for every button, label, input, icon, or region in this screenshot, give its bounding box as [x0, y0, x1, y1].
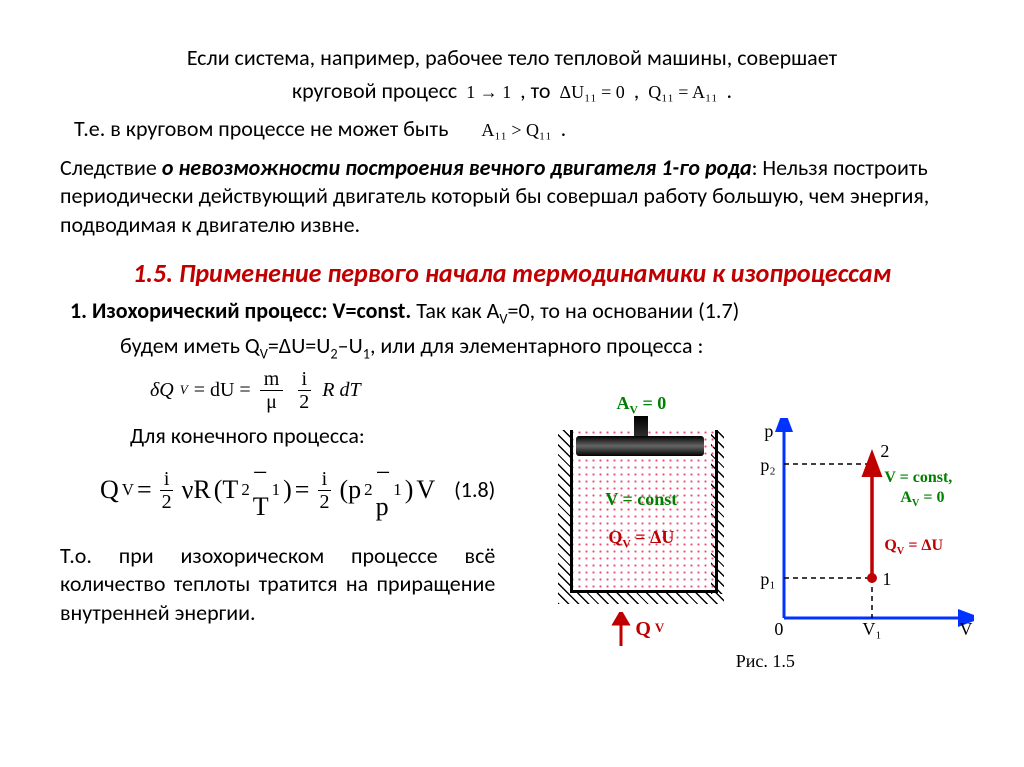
- lbl-v1: V₁: [862, 618, 881, 641]
- eq-R: R dT: [322, 377, 360, 403]
- para-1-line2: круговой процесс 1 → 1 , то ΔU₁₁ = 0 , Q…: [60, 77, 964, 106]
- section-title: 1.5. Применение первого начала термодина…: [60, 258, 964, 289]
- iso-l2b: =ΔU=U: [268, 332, 331, 359]
- para1-text-c: , то: [520, 77, 550, 104]
- label-vconst: V = const: [556, 488, 726, 511]
- para1-dot: .: [727, 77, 733, 104]
- iso-b: Так как A: [411, 297, 499, 324]
- iso-sub: V: [499, 309, 507, 327]
- lbl-p2: p₂: [760, 454, 775, 477]
- para3-a: Следствие: [60, 154, 162, 181]
- eq-number-18: (1.8): [454, 476, 495, 505]
- iso-a: 1. Изохорический процесс: V=const.: [70, 297, 411, 324]
- eq-delta: δQ: [150, 377, 174, 403]
- qv-arrow: QV: [611, 612, 664, 646]
- lbl-pt1: 1: [882, 568, 891, 591]
- para3-b: о невозможности построения вечного двига…: [162, 154, 752, 181]
- label-qv-du: QV = ΔU: [556, 526, 726, 552]
- para-3: Следствие о невозможности построения веч…: [60, 154, 964, 240]
- para2-dot: .: [561, 115, 567, 142]
- iso-c: =0, то на основании (1.7): [508, 297, 740, 324]
- axis-v: V: [959, 618, 972, 641]
- lbl-pt2: 2: [880, 440, 889, 463]
- axis-p: p: [764, 420, 773, 443]
- iso-l2a: будем иметь Q: [120, 332, 260, 359]
- pv-chart: p V 0 p₂ p₁ V₁ 2 1 V = const, AV = 0 QV …: [754, 418, 974, 648]
- lbl-qv-chart: QV = ΔU: [884, 536, 943, 559]
- para1-text-a: Если система, например, рабочее тело теп…: [187, 44, 837, 71]
- fig-caption: Рис. 1.5: [736, 650, 795, 673]
- origin: 0: [774, 618, 783, 641]
- equation-1-8: QV = i2 νR (T2 − T1 ) = i2 (p2 − p1 ) V …: [100, 456, 495, 524]
- iso-l2d: , или для элементарного процесса :: [370, 332, 703, 359]
- para2-text-a: Т.е. в круговом процессе не может быть: [74, 115, 448, 142]
- frac-m-mu: m μ: [260, 369, 284, 412]
- finite-text: Для конечного процесса:: [130, 422, 495, 451]
- piston-diagram: AV = 0 V = const QV = ΔU QV: [556, 418, 726, 648]
- para1-text-b: круговой процесс: [292, 77, 457, 104]
- formula-1to1: 1 → 1: [462, 81, 515, 104]
- bottom-text: Т.о. при изохорическом процессе всё коли…: [60, 542, 495, 628]
- para-2: Т.е. в круговом процессе не может быть A…: [60, 115, 964, 144]
- iso-line1: 1. Изохорический процесс: V=const. Так к…: [70, 297, 964, 328]
- lbl-vconst-chart: V = const,: [884, 468, 952, 489]
- eq-dU: = dU =: [194, 377, 251, 403]
- para1-comma: ,: [634, 77, 640, 104]
- formula-A11Q11: A₁₁ > Q₁₁: [463, 119, 555, 142]
- formula-Q11A11: Q₁₁ = A₁₁: [644, 81, 721, 104]
- lbl-p1: p₁: [760, 568, 775, 591]
- figure-1-5: AV = 0 V = const QV = ΔU QV: [505, 418, 1024, 673]
- formula-dU11: ΔU₁₁ = 0: [556, 81, 629, 104]
- iso-l2c: –U: [338, 332, 363, 359]
- frac-i-2: i 2: [295, 369, 313, 412]
- iso-line2: будем иметь QV=ΔU=U2–U1, или для элемент…: [120, 332, 964, 363]
- para-1-line1: Если система, например, рабочее тело теп…: [60, 44, 964, 73]
